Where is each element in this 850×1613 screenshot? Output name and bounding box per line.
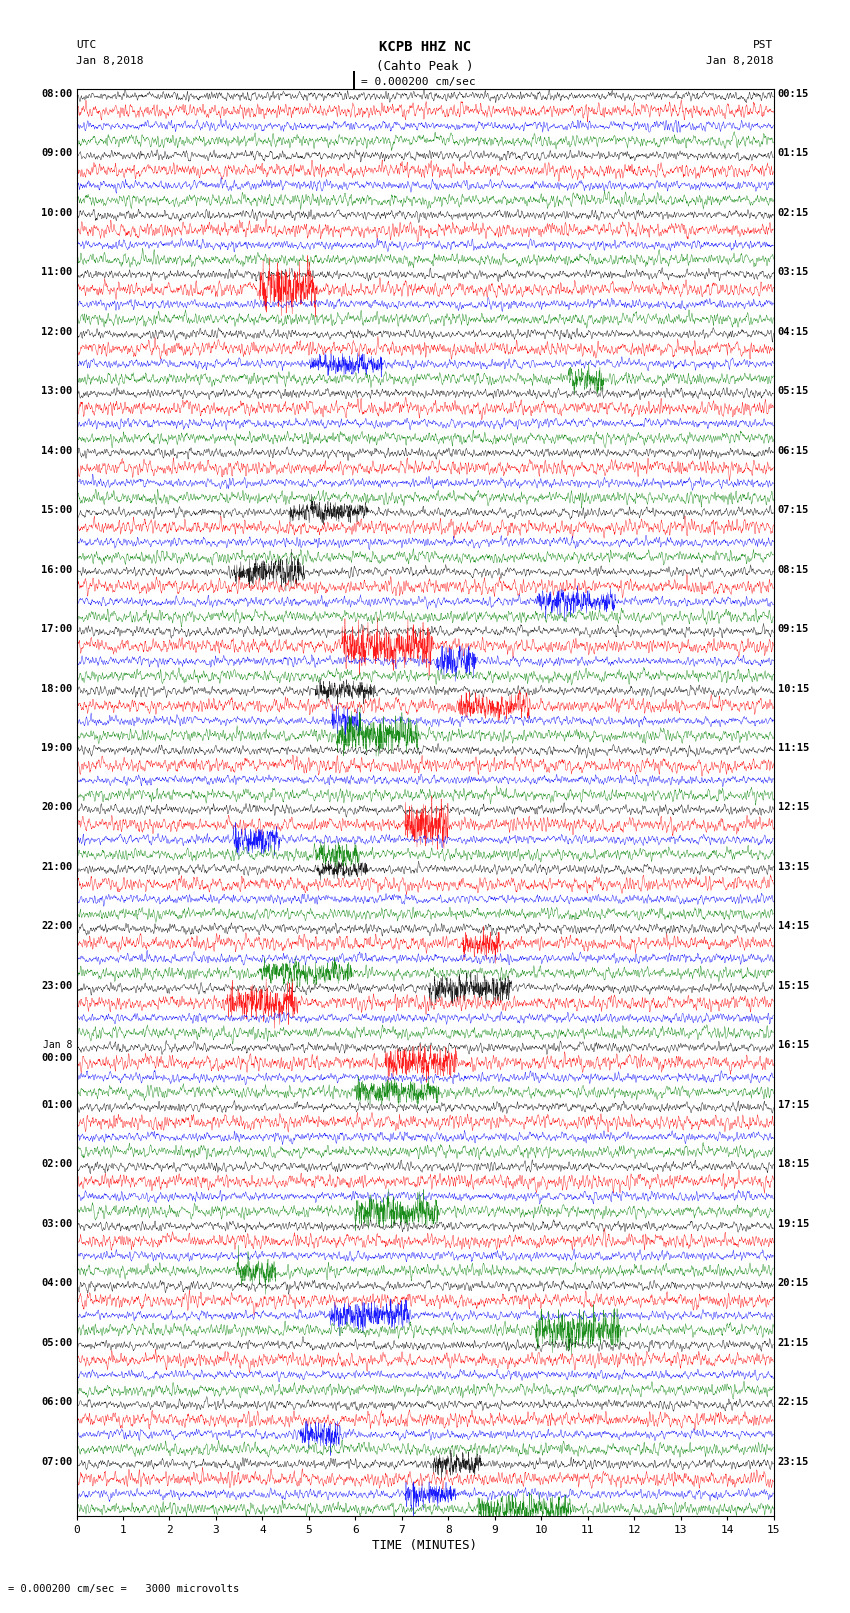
Text: 12:00: 12:00 [41, 326, 72, 337]
Text: = 0.000200 cm/sec =   3000 microvolts: = 0.000200 cm/sec = 3000 microvolts [8, 1584, 240, 1594]
Text: 04:15: 04:15 [778, 326, 809, 337]
Text: 16:15: 16:15 [778, 1040, 809, 1050]
Text: 07:15: 07:15 [778, 505, 809, 515]
Text: 18:00: 18:00 [41, 684, 72, 694]
Text: 14:15: 14:15 [778, 921, 809, 931]
Text: 02:15: 02:15 [778, 208, 809, 218]
Text: = 0.000200 cm/sec: = 0.000200 cm/sec [361, 77, 476, 87]
Text: 21:00: 21:00 [41, 861, 72, 873]
Text: 22:15: 22:15 [778, 1397, 809, 1407]
Text: 10:15: 10:15 [778, 684, 809, 694]
Text: 13:00: 13:00 [41, 386, 72, 397]
Text: 06:15: 06:15 [778, 445, 809, 455]
Text: 19:00: 19:00 [41, 744, 72, 753]
Text: 16:00: 16:00 [41, 565, 72, 574]
Text: 06:00: 06:00 [41, 1397, 72, 1407]
Text: 17:15: 17:15 [778, 1100, 809, 1110]
Text: 22:00: 22:00 [41, 921, 72, 931]
Text: 02:00: 02:00 [41, 1160, 72, 1169]
Text: 09:15: 09:15 [778, 624, 809, 634]
Text: UTC: UTC [76, 40, 97, 50]
Text: 23:00: 23:00 [41, 981, 72, 990]
Text: 03:00: 03:00 [41, 1219, 72, 1229]
Text: 00:15: 00:15 [778, 89, 809, 98]
Text: 08:00: 08:00 [41, 89, 72, 98]
Text: Jan 8,2018: Jan 8,2018 [706, 56, 774, 66]
Text: Jan 8,2018: Jan 8,2018 [76, 56, 144, 66]
Text: 14:00: 14:00 [41, 445, 72, 455]
X-axis label: TIME (MINUTES): TIME (MINUTES) [372, 1539, 478, 1552]
Text: 13:15: 13:15 [778, 861, 809, 873]
Text: 11:00: 11:00 [41, 268, 72, 277]
Text: 19:15: 19:15 [778, 1219, 809, 1229]
Text: 18:15: 18:15 [778, 1160, 809, 1169]
Text: 01:00: 01:00 [41, 1100, 72, 1110]
Text: 17:00: 17:00 [41, 624, 72, 634]
Text: 21:15: 21:15 [778, 1337, 809, 1348]
Text: 04:00: 04:00 [41, 1277, 72, 1289]
Text: 12:15: 12:15 [778, 803, 809, 813]
Text: 08:15: 08:15 [778, 565, 809, 574]
Text: 23:15: 23:15 [778, 1457, 809, 1466]
Text: 20:00: 20:00 [41, 803, 72, 813]
Text: 00:00: 00:00 [41, 1053, 72, 1063]
Text: 05:00: 05:00 [41, 1337, 72, 1348]
Text: 10:00: 10:00 [41, 208, 72, 218]
Text: 09:00: 09:00 [41, 148, 72, 158]
Text: 07:00: 07:00 [41, 1457, 72, 1466]
Text: PST: PST [753, 40, 774, 50]
Text: 01:15: 01:15 [778, 148, 809, 158]
Text: 15:15: 15:15 [778, 981, 809, 990]
Text: 05:15: 05:15 [778, 386, 809, 397]
Text: 11:15: 11:15 [778, 744, 809, 753]
Text: (Cahto Peak ): (Cahto Peak ) [377, 60, 473, 73]
Text: 03:15: 03:15 [778, 268, 809, 277]
Text: 20:15: 20:15 [778, 1277, 809, 1289]
Text: 15:00: 15:00 [41, 505, 72, 515]
Text: Jan 8: Jan 8 [42, 1040, 72, 1050]
Text: KCPB HHZ NC: KCPB HHZ NC [379, 40, 471, 55]
